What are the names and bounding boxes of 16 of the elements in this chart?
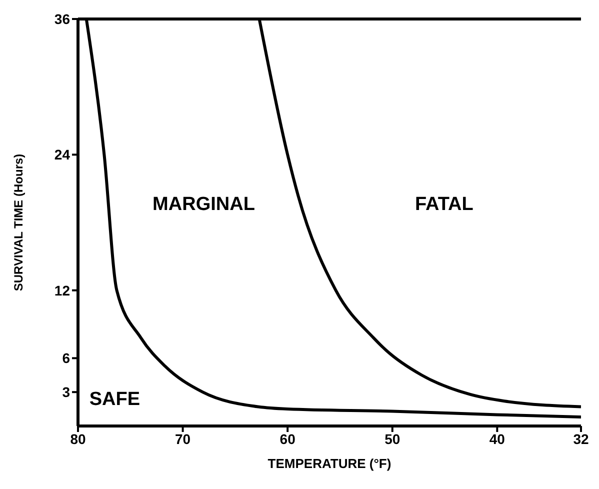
x-tick-label: 80 (70, 430, 86, 447)
y-tick-label: 24 (54, 146, 70, 163)
annotation: FATAL (414, 194, 474, 216)
annotation: MARGINAL (152, 194, 255, 216)
y-axis-title: SURVIVAL TIME (Hours) (11, 154, 26, 292)
x-tick-label: 40 (489, 430, 506, 447)
y-tick-label: 12 (54, 282, 70, 298)
x-tick-label: 70 (175, 430, 191, 447)
x-axis-title: TEMPERATURE (°F) (268, 456, 392, 471)
annotation: SAFE (89, 388, 140, 411)
x-tick-label: 50 (384, 430, 400, 447)
x-tick-label: 32 (573, 430, 589, 447)
y-tick-label: 6 (62, 350, 70, 366)
x-tick-label: 60 (280, 430, 296, 447)
y-tick-label: 36 (54, 10, 70, 27)
y-tick-label: 3 (62, 384, 70, 400)
